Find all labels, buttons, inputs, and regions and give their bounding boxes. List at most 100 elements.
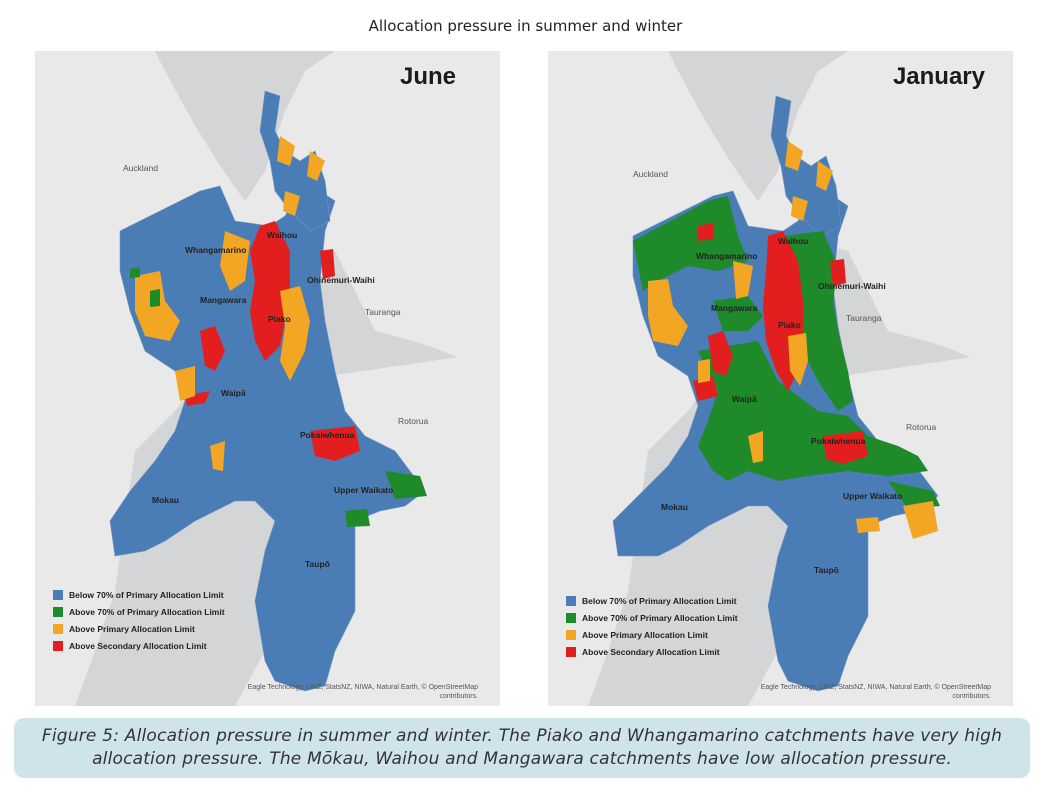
catchment-label-mokau: Mokau (661, 502, 688, 512)
region-peninsula (770, 95, 842, 237)
legend-swatch-above-primary (53, 624, 63, 634)
legend-item: Above Primary Allocation Limit (566, 630, 738, 640)
region-piako-red (250, 221, 290, 361)
region-orange-10 (748, 431, 763, 463)
catchment-label-upper-waikato: Upper Waikato (843, 491, 903, 501)
catchment-label-upper-waikato: Upper Waikato (334, 485, 394, 495)
region-red-north (698, 223, 713, 241)
legend-item: Below 70% of Primary Allocation Limit (53, 590, 225, 600)
place-label-rotorua: Rotorua (398, 416, 429, 426)
legend-item: Below 70% of Primary Allocation Limit (566, 596, 738, 606)
catchment-label-whangamarino: Whangamarino (696, 251, 758, 261)
legend-label: Above Secondary Allocation Limit (582, 647, 720, 657)
region-ohinemuri-red (320, 249, 335, 279)
legend-swatch-below70 (566, 596, 576, 606)
place-label-auckland: Auckland (633, 169, 668, 179)
catchment-label-piako: Piako (268, 314, 291, 324)
catchment-label-taupo: Taupō (305, 559, 330, 569)
legend-swatch-above70 (566, 613, 576, 623)
region-red-2 (708, 331, 733, 376)
region-orange-3 (220, 231, 250, 291)
figure-caption-box: Figure 5: Allocation pressure in summer … (14, 718, 1030, 778)
legend-label: Above 70% of Primary Allocation Limit (582, 613, 738, 623)
figure-title: Allocation pressure in summer and winter (368, 17, 683, 35)
legend-item: Above Secondary Allocation Limit (566, 647, 738, 657)
legend-label: Below 70% of Primary Allocation Limit (582, 596, 737, 606)
catchment-label-waihou: Waihou (778, 236, 809, 246)
region-green-3 (150, 289, 160, 307)
map-january: January Auckland Tauranga Rotorua Waihou… (548, 51, 1013, 706)
region-pokaiwhenua-red (823, 431, 868, 464)
region-orange-1 (788, 333, 808, 386)
region-pokaiwhenua-red (310, 426, 360, 461)
catchment-label-pokaiwhenua: Pokaiwhenua (811, 436, 866, 446)
place-label-rotorua: Rotorua (906, 422, 937, 432)
legend-item: Above Primary Allocation Limit (53, 624, 225, 634)
catchment-label-mangawara: Mangawara (200, 295, 247, 305)
catchment-label-taupo: Taupō (814, 565, 839, 575)
figure-caption: Figure 5: Allocation pressure in summer … (41, 726, 1003, 769)
region-red-2 (200, 326, 225, 371)
map-june: June Auckland Tauranga Rotorua Waihou Wh… (35, 51, 500, 706)
catchment-label-whangamarino: Whangamarino (185, 245, 247, 255)
legend-label: Above Primary Allocation Limit (582, 630, 708, 640)
catchment-label-pokaiwhenua: Pokaiwhenua (300, 430, 355, 440)
legend-label: Below 70% of Primary Allocation Limit (69, 590, 224, 600)
region-orange-4 (175, 366, 195, 401)
legend-label: Above Secondary Allocation Limit (69, 641, 207, 651)
legend-swatch-above70 (53, 607, 63, 617)
region-orange-7 (210, 441, 225, 471)
region-green-north (633, 196, 748, 291)
map-january-graphic (548, 51, 1013, 706)
legend-label: Above 70% of Primary Allocation Limit (69, 607, 225, 617)
region-ohinemuri-red (830, 259, 846, 286)
legend-item: Above 70% of Primary Allocation Limit (566, 613, 738, 623)
map-legend: Below 70% of Primary Allocation Limit Ab… (566, 596, 738, 664)
region-orange-6 (307, 151, 325, 181)
catchment-label-ohinemuri: Ohinemuri-Waihi (818, 281, 886, 291)
legend-item: Above 70% of Primary Allocation Limit (53, 607, 225, 617)
region-peninsula (259, 90, 331, 232)
region-orange-5 (785, 141, 803, 171)
region-orange-4 (698, 359, 710, 383)
catchment-label-mangawara: Mangawara (711, 303, 758, 313)
catchment-label-waihou: Waihou (267, 230, 298, 240)
region-orange-2 (648, 279, 688, 346)
map-legend: Below 70% of Primary Allocation Limit Ab… (53, 590, 225, 658)
legend-swatch-above-secondary (53, 641, 63, 651)
region-orange-9 (856, 517, 880, 533)
catchment-label-waipa: Waipā (732, 394, 757, 404)
region-orange-8 (903, 501, 938, 539)
catchment-label-mokau: Mokau (152, 495, 179, 505)
region-green-4 (130, 267, 140, 278)
legend-swatch-above-secondary (566, 647, 576, 657)
region-green-mid (713, 296, 763, 331)
region-orange-3 (733, 261, 753, 299)
place-label-tauranga: Tauranga (846, 313, 882, 323)
place-label-auckland: Auckland (123, 163, 158, 173)
legend-label: Above Primary Allocation Limit (69, 624, 195, 634)
region-green-1 (385, 471, 427, 499)
region-orange-8 (283, 191, 300, 216)
attribution-line: Eagle Technology, LINZ, StatsNZ, NIWA, N… (247, 684, 478, 691)
region-orange-7 (791, 196, 808, 221)
attribution-line: contributors. (439, 693, 478, 700)
map-attribution: Eagle Technology, LINZ, StatsNZ, NIWA, N… (761, 683, 991, 701)
attribution-line: Eagle Technology, LINZ, StatsNZ, NIWA, N… (760, 684, 991, 691)
legend-item: Above Secondary Allocation Limit (53, 641, 225, 651)
place-label-tauranga: Tauranga (365, 307, 401, 317)
map-month-label: January (892, 63, 985, 90)
catchment-label-ohinemuri: Ohinemuri-Waihi (307, 275, 375, 285)
attribution-line: contributors. (952, 693, 991, 700)
legend-swatch-below70 (53, 590, 63, 600)
map-june-graphic (35, 51, 500, 706)
map-attribution: Eagle Technology, LINZ, StatsNZ, NIWA, N… (248, 683, 478, 701)
region-orange-5 (277, 136, 295, 166)
legend-swatch-above-primary (566, 630, 576, 640)
region-green-2 (345, 509, 370, 527)
region-orange-1 (280, 286, 310, 381)
region-orange-6 (816, 161, 833, 191)
map-month-label: June (399, 63, 456, 90)
catchment-label-waipa: Waipā (221, 388, 246, 398)
catchment-label-piako: Piako (778, 320, 801, 330)
